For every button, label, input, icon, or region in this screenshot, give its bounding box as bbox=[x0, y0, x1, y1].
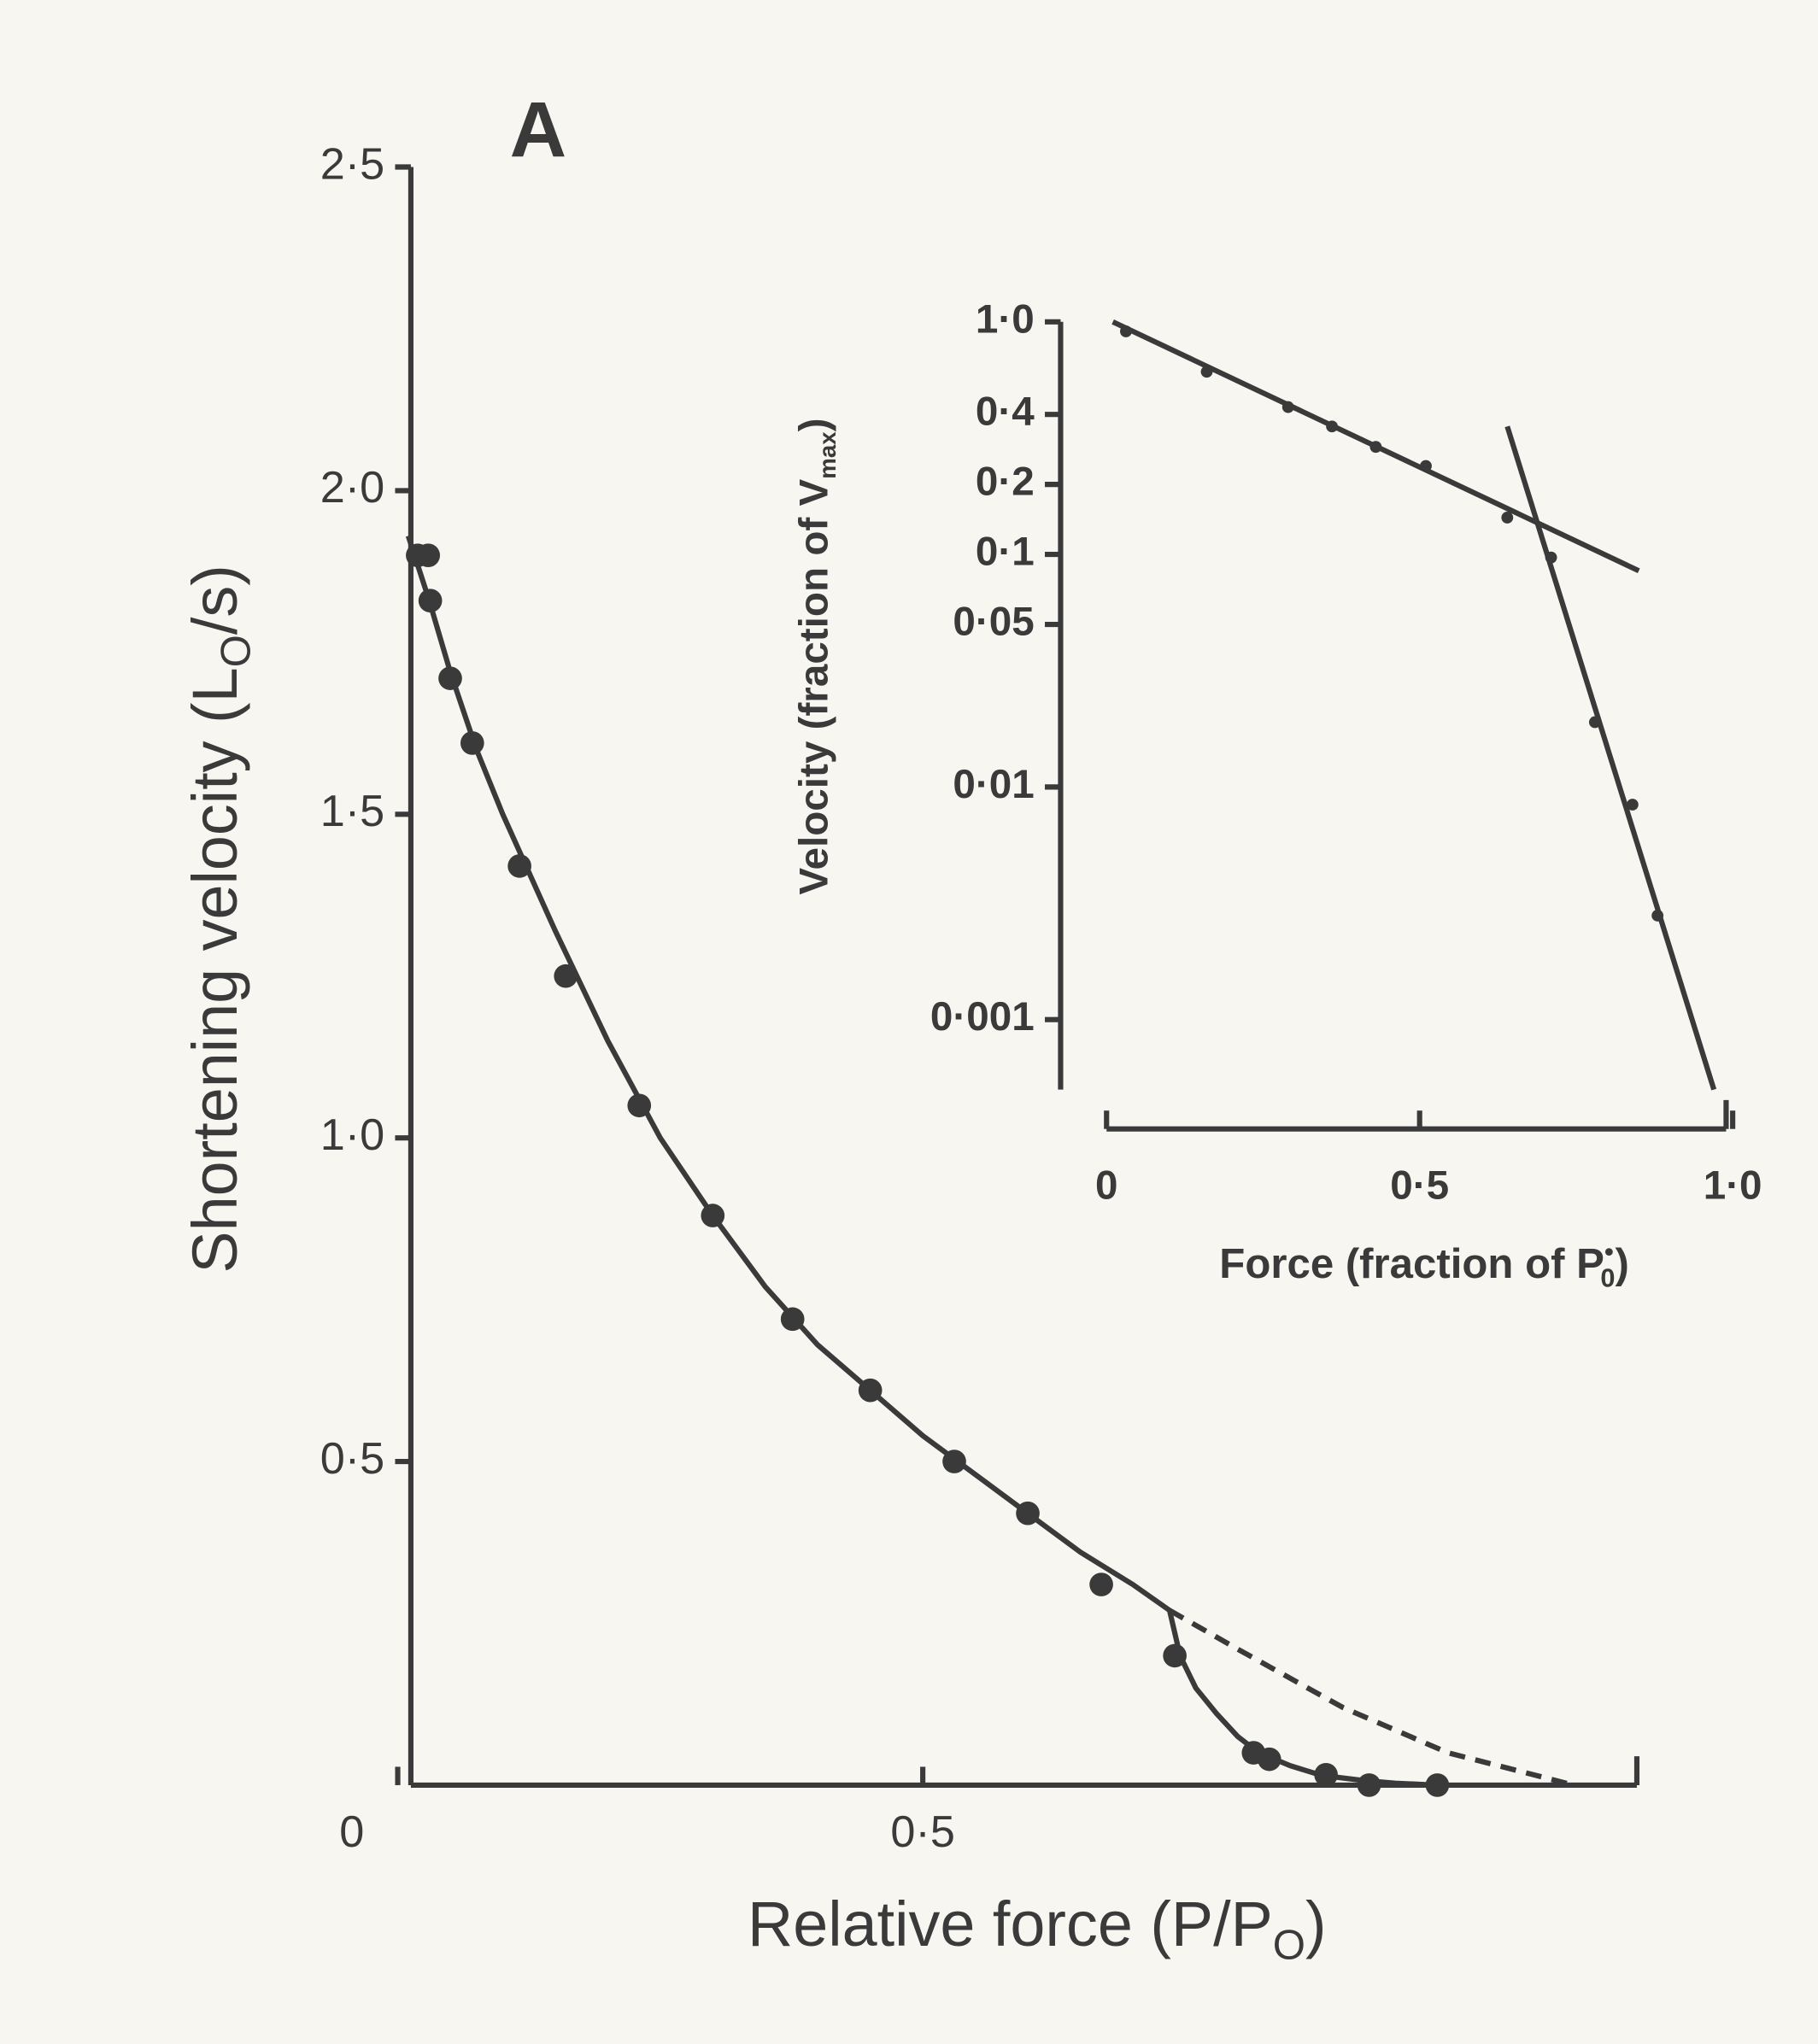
label-sub: max bbox=[814, 431, 841, 479]
label-part: Relative force (P/P bbox=[748, 1889, 1273, 1959]
y-tick-label: 2·0 bbox=[320, 463, 384, 512]
y-axis-label: Shortening velocity (LO/s) bbox=[180, 565, 260, 1273]
label-sub: O bbox=[1273, 1921, 1305, 1968]
x-tick-label: 0 bbox=[339, 1807, 364, 1857]
data-point bbox=[1425, 1773, 1450, 1797]
data-point bbox=[1314, 1763, 1338, 1787]
label-part: ) bbox=[1615, 1240, 1628, 1287]
y-tick-label: 0·01 bbox=[953, 762, 1034, 807]
data-point bbox=[460, 731, 484, 755]
data-point bbox=[1626, 799, 1639, 811]
data-point bbox=[1016, 1501, 1040, 1526]
label-part: Force (fraction of P bbox=[1219, 1240, 1604, 1287]
y-tick-label: 1·0 bbox=[976, 296, 1035, 342]
panel-label: A bbox=[510, 85, 567, 173]
fit-line bbox=[1504, 425, 1717, 1091]
x-tick-label: 1·0 bbox=[1704, 1163, 1762, 1208]
y-tick-label: 0·001 bbox=[930, 994, 1035, 1040]
data-point bbox=[438, 666, 462, 690]
data-point bbox=[1326, 420, 1338, 433]
data-point bbox=[1257, 1747, 1281, 1772]
label-part: ) bbox=[1305, 1889, 1327, 1959]
x-axis-label: Relative force (P/PO) bbox=[748, 1889, 1327, 1968]
fit-line bbox=[1168, 1608, 1575, 1788]
data-point bbox=[1357, 1773, 1381, 1797]
y-tick-label: 0·1 bbox=[976, 530, 1035, 575]
y-tick-label: 1·0 bbox=[320, 1110, 384, 1160]
inset-y-axis-label: Velocity (fraction of Vmax) bbox=[791, 419, 841, 895]
data-point bbox=[418, 589, 443, 613]
data-point bbox=[554, 963, 578, 988]
data-point bbox=[858, 1378, 883, 1403]
y-tick-label: 0·2 bbox=[976, 460, 1035, 505]
data-point bbox=[1281, 401, 1294, 413]
data-point bbox=[1501, 512, 1514, 524]
data-point bbox=[1369, 441, 1382, 454]
label-sub: 0 bbox=[1600, 1263, 1615, 1293]
data-point bbox=[627, 1093, 652, 1118]
data-point bbox=[1163, 1643, 1187, 1668]
label-part: Shortening velocity (L bbox=[180, 667, 251, 1273]
data-point bbox=[1420, 460, 1432, 472]
y-tick-label: 2·5 bbox=[320, 139, 384, 189]
data-point bbox=[780, 1307, 805, 1332]
x-tick-label: 0·5 bbox=[890, 1807, 954, 1857]
label-sub: O bbox=[213, 635, 260, 667]
data-point bbox=[1588, 716, 1601, 729]
data-point bbox=[507, 854, 531, 878]
inset-x-axis-label: Force (fraction of P• 0) bbox=[1219, 1237, 1629, 1293]
x-tick-label: 0·5 bbox=[1390, 1163, 1449, 1208]
label-part: /s) bbox=[180, 565, 251, 635]
y-tick-label: 0·4 bbox=[976, 389, 1035, 435]
data-point bbox=[1200, 366, 1213, 378]
data-point bbox=[1089, 1573, 1113, 1596]
label-sup: • bbox=[1604, 1237, 1614, 1267]
label-part: Velocity (fraction of V bbox=[791, 479, 836, 895]
y-tick-label: 1·5 bbox=[320, 787, 384, 836]
data-point bbox=[701, 1204, 725, 1227]
y-tick-label: 0·05 bbox=[953, 600, 1034, 645]
label-part: ) bbox=[791, 419, 836, 432]
x-tick-label: 0 bbox=[1095, 1163, 1118, 1208]
y-tick-label: 0·5 bbox=[320, 1434, 384, 1484]
data-point bbox=[1120, 325, 1132, 337]
data-point bbox=[1545, 551, 1557, 564]
data-point bbox=[942, 1450, 966, 1473]
data-point bbox=[1651, 909, 1664, 922]
data-point bbox=[416, 543, 441, 567]
